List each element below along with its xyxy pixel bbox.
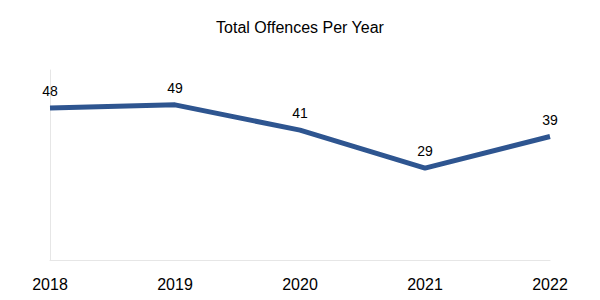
svg-text:2018: 2018	[32, 276, 68, 293]
svg-text:2019: 2019	[157, 276, 193, 293]
svg-text:Total Offences Per Year: Total Offences Per Year	[216, 19, 384, 36]
svg-text:48: 48	[42, 83, 58, 99]
svg-text:2022: 2022	[532, 276, 568, 293]
svg-text:29: 29	[417, 143, 433, 159]
svg-text:49: 49	[167, 80, 183, 96]
svg-text:39: 39	[542, 112, 558, 128]
svg-text:41: 41	[292, 105, 308, 121]
svg-text:2021: 2021	[407, 276, 443, 293]
svg-text:2020: 2020	[282, 276, 318, 293]
